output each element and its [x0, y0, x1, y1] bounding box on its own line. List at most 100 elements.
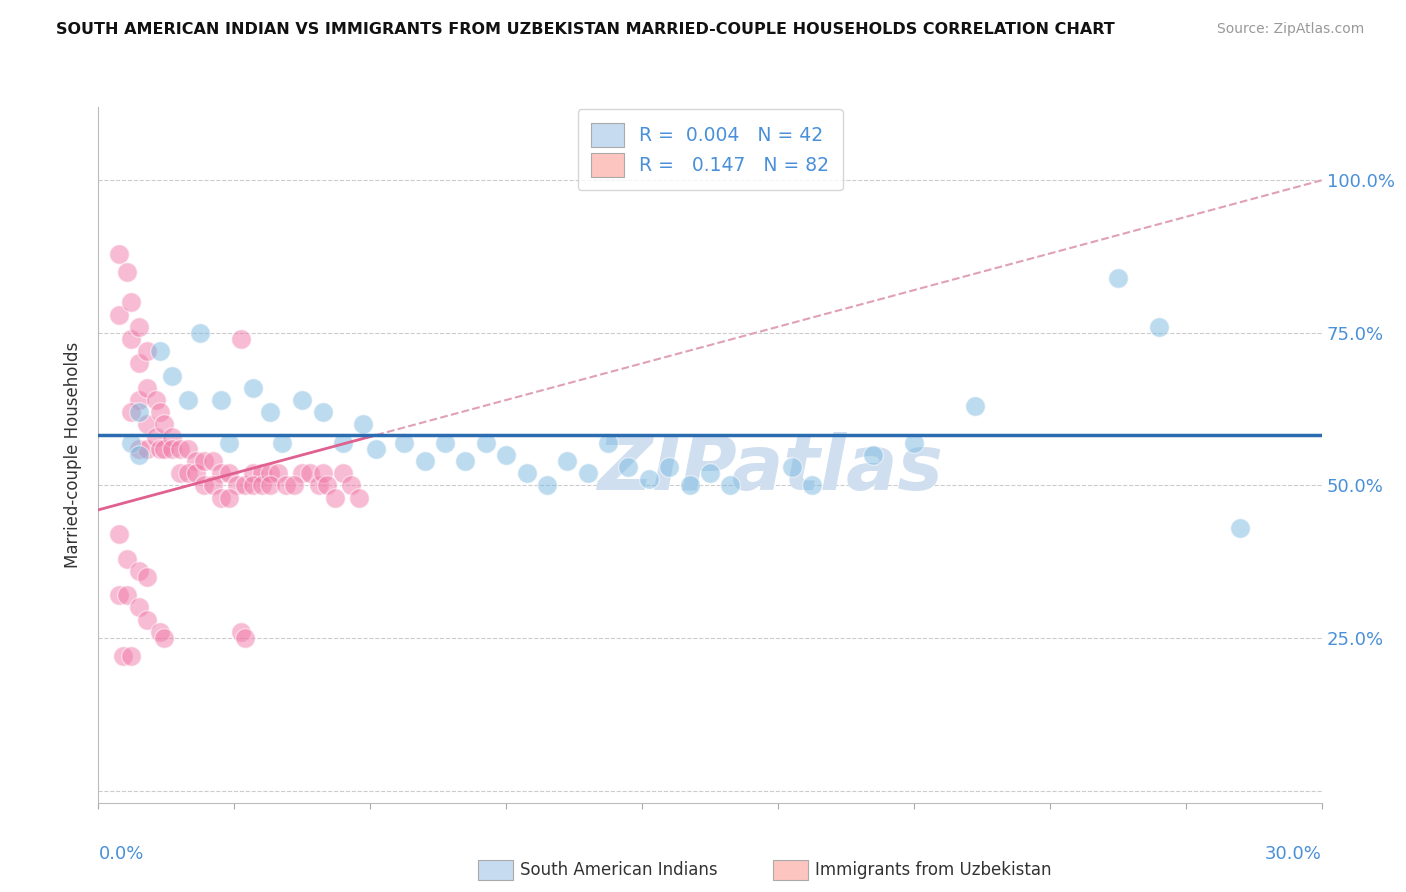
Point	[108, 588, 131, 602]
Point	[152, 631, 174, 645]
Point	[233, 631, 256, 645]
Point	[201, 454, 224, 468]
Point	[169, 467, 191, 481]
Point	[115, 551, 138, 566]
Point	[242, 478, 264, 492]
Point	[149, 624, 172, 639]
Point	[193, 454, 215, 468]
Point	[218, 491, 240, 505]
Point	[145, 429, 167, 443]
Text: Source: ZipAtlas.com: Source: ZipAtlas.com	[1216, 22, 1364, 37]
Point	[136, 417, 159, 432]
Point	[149, 344, 172, 359]
Point	[128, 356, 150, 370]
Point	[291, 392, 314, 407]
Point	[128, 442, 150, 456]
Text: South American Indians: South American Indians	[520, 861, 718, 879]
Point	[536, 478, 558, 492]
Point	[679, 478, 702, 492]
Point	[617, 460, 640, 475]
Point	[108, 308, 131, 322]
Point	[250, 467, 273, 481]
Point	[965, 399, 987, 413]
Point	[1147, 319, 1170, 334]
Point	[218, 435, 240, 450]
Point	[120, 649, 142, 664]
Point	[312, 467, 335, 481]
Point	[720, 478, 742, 492]
Point	[291, 467, 314, 481]
Point	[231, 332, 253, 346]
Point	[658, 460, 681, 475]
Point	[152, 417, 174, 432]
Point	[434, 435, 457, 450]
Point	[160, 429, 183, 443]
Point	[801, 478, 824, 492]
Point	[209, 392, 232, 407]
Point	[120, 332, 142, 346]
Text: Immigrants from Uzbekistan: Immigrants from Uzbekistan	[815, 861, 1052, 879]
Point	[145, 392, 167, 407]
Point	[115, 588, 138, 602]
Point	[242, 381, 264, 395]
Point	[149, 405, 172, 419]
Point	[209, 491, 232, 505]
Point	[186, 467, 208, 481]
Point	[169, 442, 191, 456]
Point	[308, 478, 330, 492]
Point	[120, 435, 142, 450]
Point	[364, 442, 387, 456]
Point	[250, 478, 273, 492]
Point	[136, 613, 159, 627]
Point	[136, 570, 159, 584]
Point	[274, 478, 297, 492]
Point	[259, 467, 281, 481]
Point	[120, 295, 142, 310]
Point	[160, 368, 183, 383]
Point	[638, 472, 661, 486]
Point	[392, 435, 416, 450]
Point	[312, 405, 335, 419]
Point	[128, 448, 150, 462]
Point	[201, 478, 224, 492]
Point	[177, 467, 200, 481]
Point	[218, 467, 240, 481]
Y-axis label: Married-couple Households: Married-couple Households	[65, 342, 83, 568]
Point	[352, 417, 374, 432]
Point	[259, 478, 281, 492]
Point	[177, 442, 200, 456]
Point	[193, 478, 215, 492]
Point	[323, 491, 346, 505]
Point	[516, 467, 538, 481]
Point	[340, 478, 363, 492]
Point	[128, 392, 150, 407]
Legend: R =  0.004   N = 42, R =   0.147   N = 82: R = 0.004 N = 42, R = 0.147 N = 82	[578, 110, 842, 191]
Point	[299, 467, 322, 481]
Point	[332, 435, 354, 450]
Point	[160, 442, 183, 456]
Point	[1107, 271, 1129, 285]
Point	[242, 467, 264, 481]
Point	[128, 405, 150, 419]
Point	[231, 624, 253, 639]
Point	[128, 319, 150, 334]
Point	[349, 491, 371, 505]
Point	[315, 478, 337, 492]
Point	[474, 435, 498, 450]
Point	[495, 448, 517, 462]
Point	[259, 405, 281, 419]
Point	[576, 467, 599, 481]
Point	[557, 454, 579, 468]
Text: ZIPatlas: ZIPatlas	[598, 432, 945, 506]
Point	[115, 265, 138, 279]
Point	[699, 467, 721, 481]
Point	[226, 478, 249, 492]
Point	[120, 405, 142, 419]
Point	[454, 454, 477, 468]
Point	[903, 435, 925, 450]
Point	[267, 467, 290, 481]
Point	[186, 454, 208, 468]
Point	[111, 649, 134, 664]
Point	[136, 381, 159, 395]
Point	[209, 467, 232, 481]
